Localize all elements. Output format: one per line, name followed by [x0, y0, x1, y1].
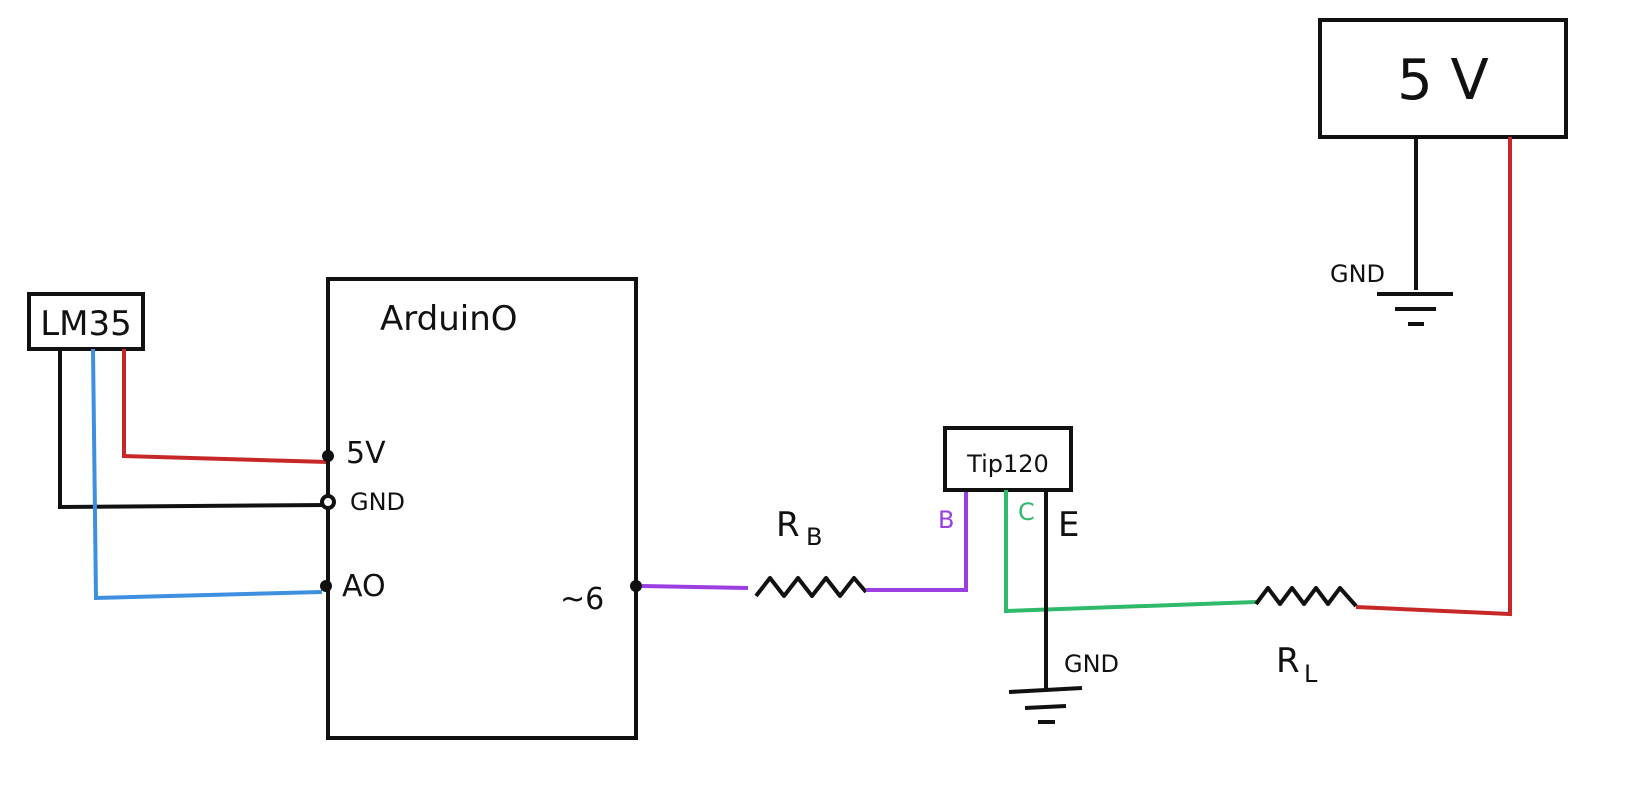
lm35-ground-wire [58, 349, 329, 510]
power-supply-label: 5 V [1397, 48, 1489, 113]
emitter-ground-symbol [1008, 686, 1083, 724]
lm35-signal-wire [91, 348, 323, 601]
supply-ground-symbol [1377, 292, 1453, 326]
arduino-pin-d6 [630, 580, 642, 592]
supply-power-wire [1355, 137, 1512, 617]
emitter-gnd-label: GND [1064, 650, 1119, 678]
arduino-pin-a0-label: AO [342, 569, 386, 604]
tip120-collector-label: C [1018, 498, 1035, 526]
supply-gnd-label: GND [1330, 260, 1385, 288]
lm35-power-wire [122, 349, 329, 464]
load-resistor-label: R [1276, 641, 1300, 681]
collector-wire [1004, 490, 1257, 614]
arduino-pin-5v [322, 450, 334, 462]
arduino-label: ArduinO [380, 299, 518, 339]
arduino-pin-5v-label: 5V [346, 436, 386, 471]
tip120-emitter-label: E [1058, 505, 1079, 545]
arduino-pin-gnd-label: GND [350, 488, 405, 516]
tip120-label: Tip120 [966, 450, 1049, 478]
lm35-box [27, 292, 145, 351]
arduino-pin-d6-label: ~6 [560, 582, 604, 617]
base-resistor-subscript: B [806, 523, 822, 551]
pin6-to-rb-wire [641, 584, 749, 590]
lm35-label: LM35 [40, 304, 132, 344]
load-resistor [1254, 586, 1358, 608]
arduino-pin-a0 [320, 580, 332, 592]
tip120-base-label: B [938, 506, 954, 534]
power-supply-box [1318, 18, 1568, 139]
load-resistor-subscript: L [1304, 660, 1318, 688]
base-resistor [754, 576, 868, 598]
base-resistor-label: R [776, 505, 800, 545]
arduino-pin-gnd [320, 494, 336, 510]
rb-to-base-wire [866, 490, 968, 592]
